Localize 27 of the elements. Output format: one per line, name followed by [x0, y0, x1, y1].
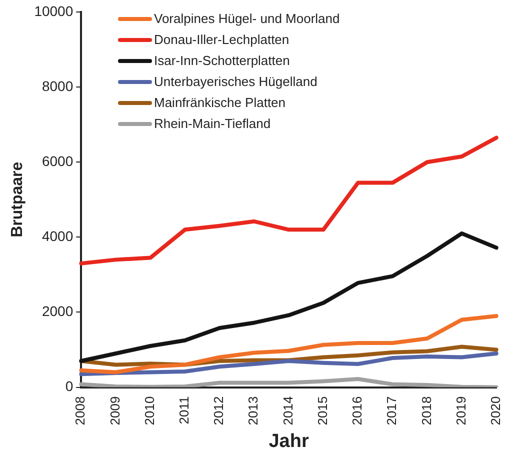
y-axis-title: Brutpaare — [9, 162, 26, 238]
x-tick-label: 2013 — [246, 396, 261, 426]
x-tick-label: 2016 — [350, 396, 365, 426]
x-tick-label: 2008 — [72, 396, 88, 426]
y-tick-label: 10000 — [34, 2, 74, 19]
legend-label: Unterbayerisches Hügelland — [154, 73, 318, 91]
y-tick-label: 0 — [65, 378, 74, 394]
x-tick-label: 2009 — [107, 396, 122, 426]
x-tick-label: 2015 — [314, 396, 330, 426]
legend-label: Donau-Iller-Lechplatten — [154, 31, 290, 49]
y-tick-label: 6000 — [42, 152, 74, 169]
legend-label: Isar-Inn-Schotterplatten — [154, 52, 290, 70]
legend-label: Voralpines Hügel- und Moorland — [154, 10, 340, 28]
y-tick-label: 8000 — [42, 78, 74, 94]
x-tick-label: 2017 — [384, 396, 400, 426]
x-tick-label: 2014 — [280, 396, 296, 426]
x-tick-label: 2019 — [453, 396, 468, 426]
x-tick-label: 2012 — [211, 396, 226, 426]
x-tick-label: 2011 — [176, 396, 192, 424]
y-tick-label: 4000 — [42, 228, 74, 244]
x-axis-title: Jahr — [268, 430, 310, 452]
legend-label: Rhein-Main-Tiefland — [154, 115, 271, 133]
x-tick-label: 2018 — [418, 396, 434, 426]
y-tick-label: 2000 — [42, 303, 74, 320]
legend-label: Mainfränkische Platten — [154, 94, 286, 112]
x-tick-label: 2010 — [142, 396, 157, 426]
x-tick-label: 2020 — [488, 396, 503, 426]
